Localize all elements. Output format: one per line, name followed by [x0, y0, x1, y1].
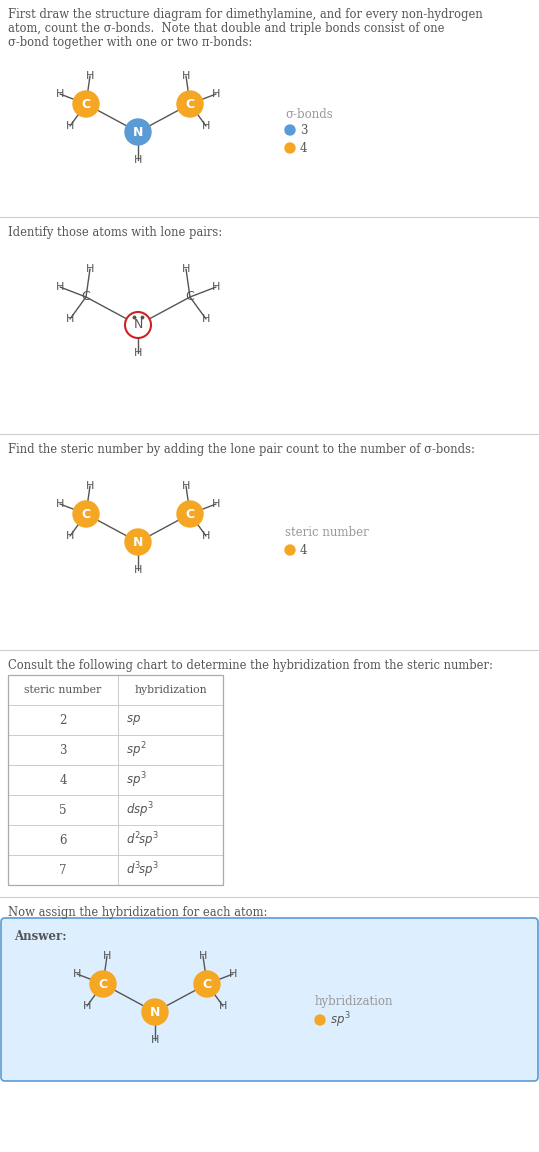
Text: C: C — [81, 508, 91, 521]
Text: 2: 2 — [59, 713, 67, 727]
Text: Now assign the hybridization for each atom:: Now assign the hybridization for each at… — [8, 905, 267, 919]
Circle shape — [194, 971, 220, 996]
Text: H: H — [56, 89, 64, 99]
Text: 4: 4 — [300, 544, 308, 556]
Circle shape — [285, 126, 295, 135]
Bar — [8, 705, 223, 735]
Text: $sp^3$: $sp^3$ — [126, 771, 147, 790]
Text: H: H — [86, 71, 94, 81]
Text: H: H — [202, 121, 210, 131]
Text: 4: 4 — [300, 142, 308, 154]
Text: H: H — [229, 969, 237, 979]
Text: 3: 3 — [59, 743, 67, 757]
Text: H: H — [182, 264, 190, 274]
Text: H: H — [134, 564, 142, 575]
Text: $sp^3$: $sp^3$ — [330, 1010, 351, 1030]
Text: H: H — [83, 1001, 91, 1011]
Text: C: C — [81, 98, 91, 111]
Text: Answer:: Answer: — [14, 930, 67, 943]
Text: 6: 6 — [59, 834, 67, 847]
Text: N: N — [133, 126, 143, 138]
Text: H: H — [202, 314, 210, 324]
Text: C: C — [185, 290, 195, 303]
Text: C: C — [81, 290, 91, 303]
Text: H: H — [103, 952, 111, 961]
Text: N: N — [133, 318, 143, 332]
Text: C: C — [203, 978, 212, 991]
Text: H: H — [202, 531, 210, 541]
Text: H: H — [212, 499, 220, 509]
Circle shape — [142, 999, 168, 1025]
Text: steric number: steric number — [285, 525, 369, 538]
Circle shape — [125, 529, 151, 555]
Text: H: H — [219, 1001, 227, 1011]
Bar — [8, 735, 223, 765]
Circle shape — [73, 501, 99, 526]
Text: σ-bonds: σ-bonds — [285, 107, 333, 121]
Circle shape — [125, 119, 151, 145]
Text: hybridization: hybridization — [315, 995, 393, 1008]
Circle shape — [177, 91, 203, 118]
Text: C: C — [185, 98, 195, 111]
Text: $sp^2$: $sp^2$ — [126, 741, 147, 760]
Text: $d^2\!sp^3$: $d^2\!sp^3$ — [126, 831, 159, 850]
Circle shape — [125, 312, 151, 338]
Text: 7: 7 — [59, 864, 67, 877]
Text: H: H — [56, 499, 64, 509]
Text: hybridization: hybridization — [134, 685, 207, 695]
Circle shape — [285, 545, 295, 555]
Text: H: H — [86, 264, 94, 274]
Text: H: H — [66, 531, 74, 541]
Circle shape — [177, 501, 203, 526]
Text: N: N — [133, 536, 143, 548]
Text: Find the steric number by adding the lone pair count to the number of σ-bonds:: Find the steric number by adding the lon… — [8, 444, 475, 456]
Text: H: H — [56, 282, 64, 291]
Text: Identify those atoms with lone pairs:: Identify those atoms with lone pairs: — [8, 226, 222, 238]
Text: 3: 3 — [300, 123, 308, 136]
Text: 5: 5 — [59, 803, 67, 817]
Text: C: C — [99, 978, 108, 991]
Text: N: N — [150, 1006, 160, 1018]
Text: C: C — [185, 508, 195, 521]
Text: $dsp^3$: $dsp^3$ — [126, 801, 154, 820]
Text: H: H — [212, 282, 220, 291]
Circle shape — [90, 971, 116, 996]
Circle shape — [315, 1015, 325, 1025]
Bar — [8, 795, 223, 825]
Text: H: H — [151, 1034, 159, 1045]
Text: H: H — [134, 348, 142, 358]
Bar — [8, 825, 223, 855]
Text: H: H — [66, 121, 74, 131]
Text: H: H — [86, 482, 94, 491]
Text: $sp$: $sp$ — [126, 713, 141, 727]
Text: H: H — [182, 71, 190, 81]
Text: H: H — [212, 89, 220, 99]
Text: atom, count the σ-bonds.  Note that double and triple bonds consist of one: atom, count the σ-bonds. Note that doubl… — [8, 22, 445, 35]
Text: σ-bond together with one or two π-bonds:: σ-bond together with one or two π-bonds: — [8, 36, 252, 50]
Circle shape — [73, 91, 99, 118]
Text: $d^3\!sp^3$: $d^3\!sp^3$ — [126, 861, 159, 880]
Text: steric number: steric number — [24, 685, 102, 695]
Bar — [8, 855, 223, 885]
Bar — [8, 675, 223, 705]
Bar — [8, 765, 223, 795]
FancyBboxPatch shape — [1, 918, 538, 1081]
Text: H: H — [199, 952, 207, 961]
Text: First draw the structure diagram for dimethylamine, and for every non-hydrogen: First draw the structure diagram for dim… — [8, 8, 483, 21]
Text: H: H — [73, 969, 81, 979]
Text: H: H — [66, 314, 74, 324]
Text: Consult the following chart to determine the hybridization from the steric numbe: Consult the following chart to determine… — [8, 659, 493, 672]
Text: H: H — [182, 482, 190, 491]
Bar — [8, 675, 223, 885]
Text: H: H — [134, 156, 142, 165]
Text: 4: 4 — [59, 773, 67, 787]
Circle shape — [285, 143, 295, 153]
